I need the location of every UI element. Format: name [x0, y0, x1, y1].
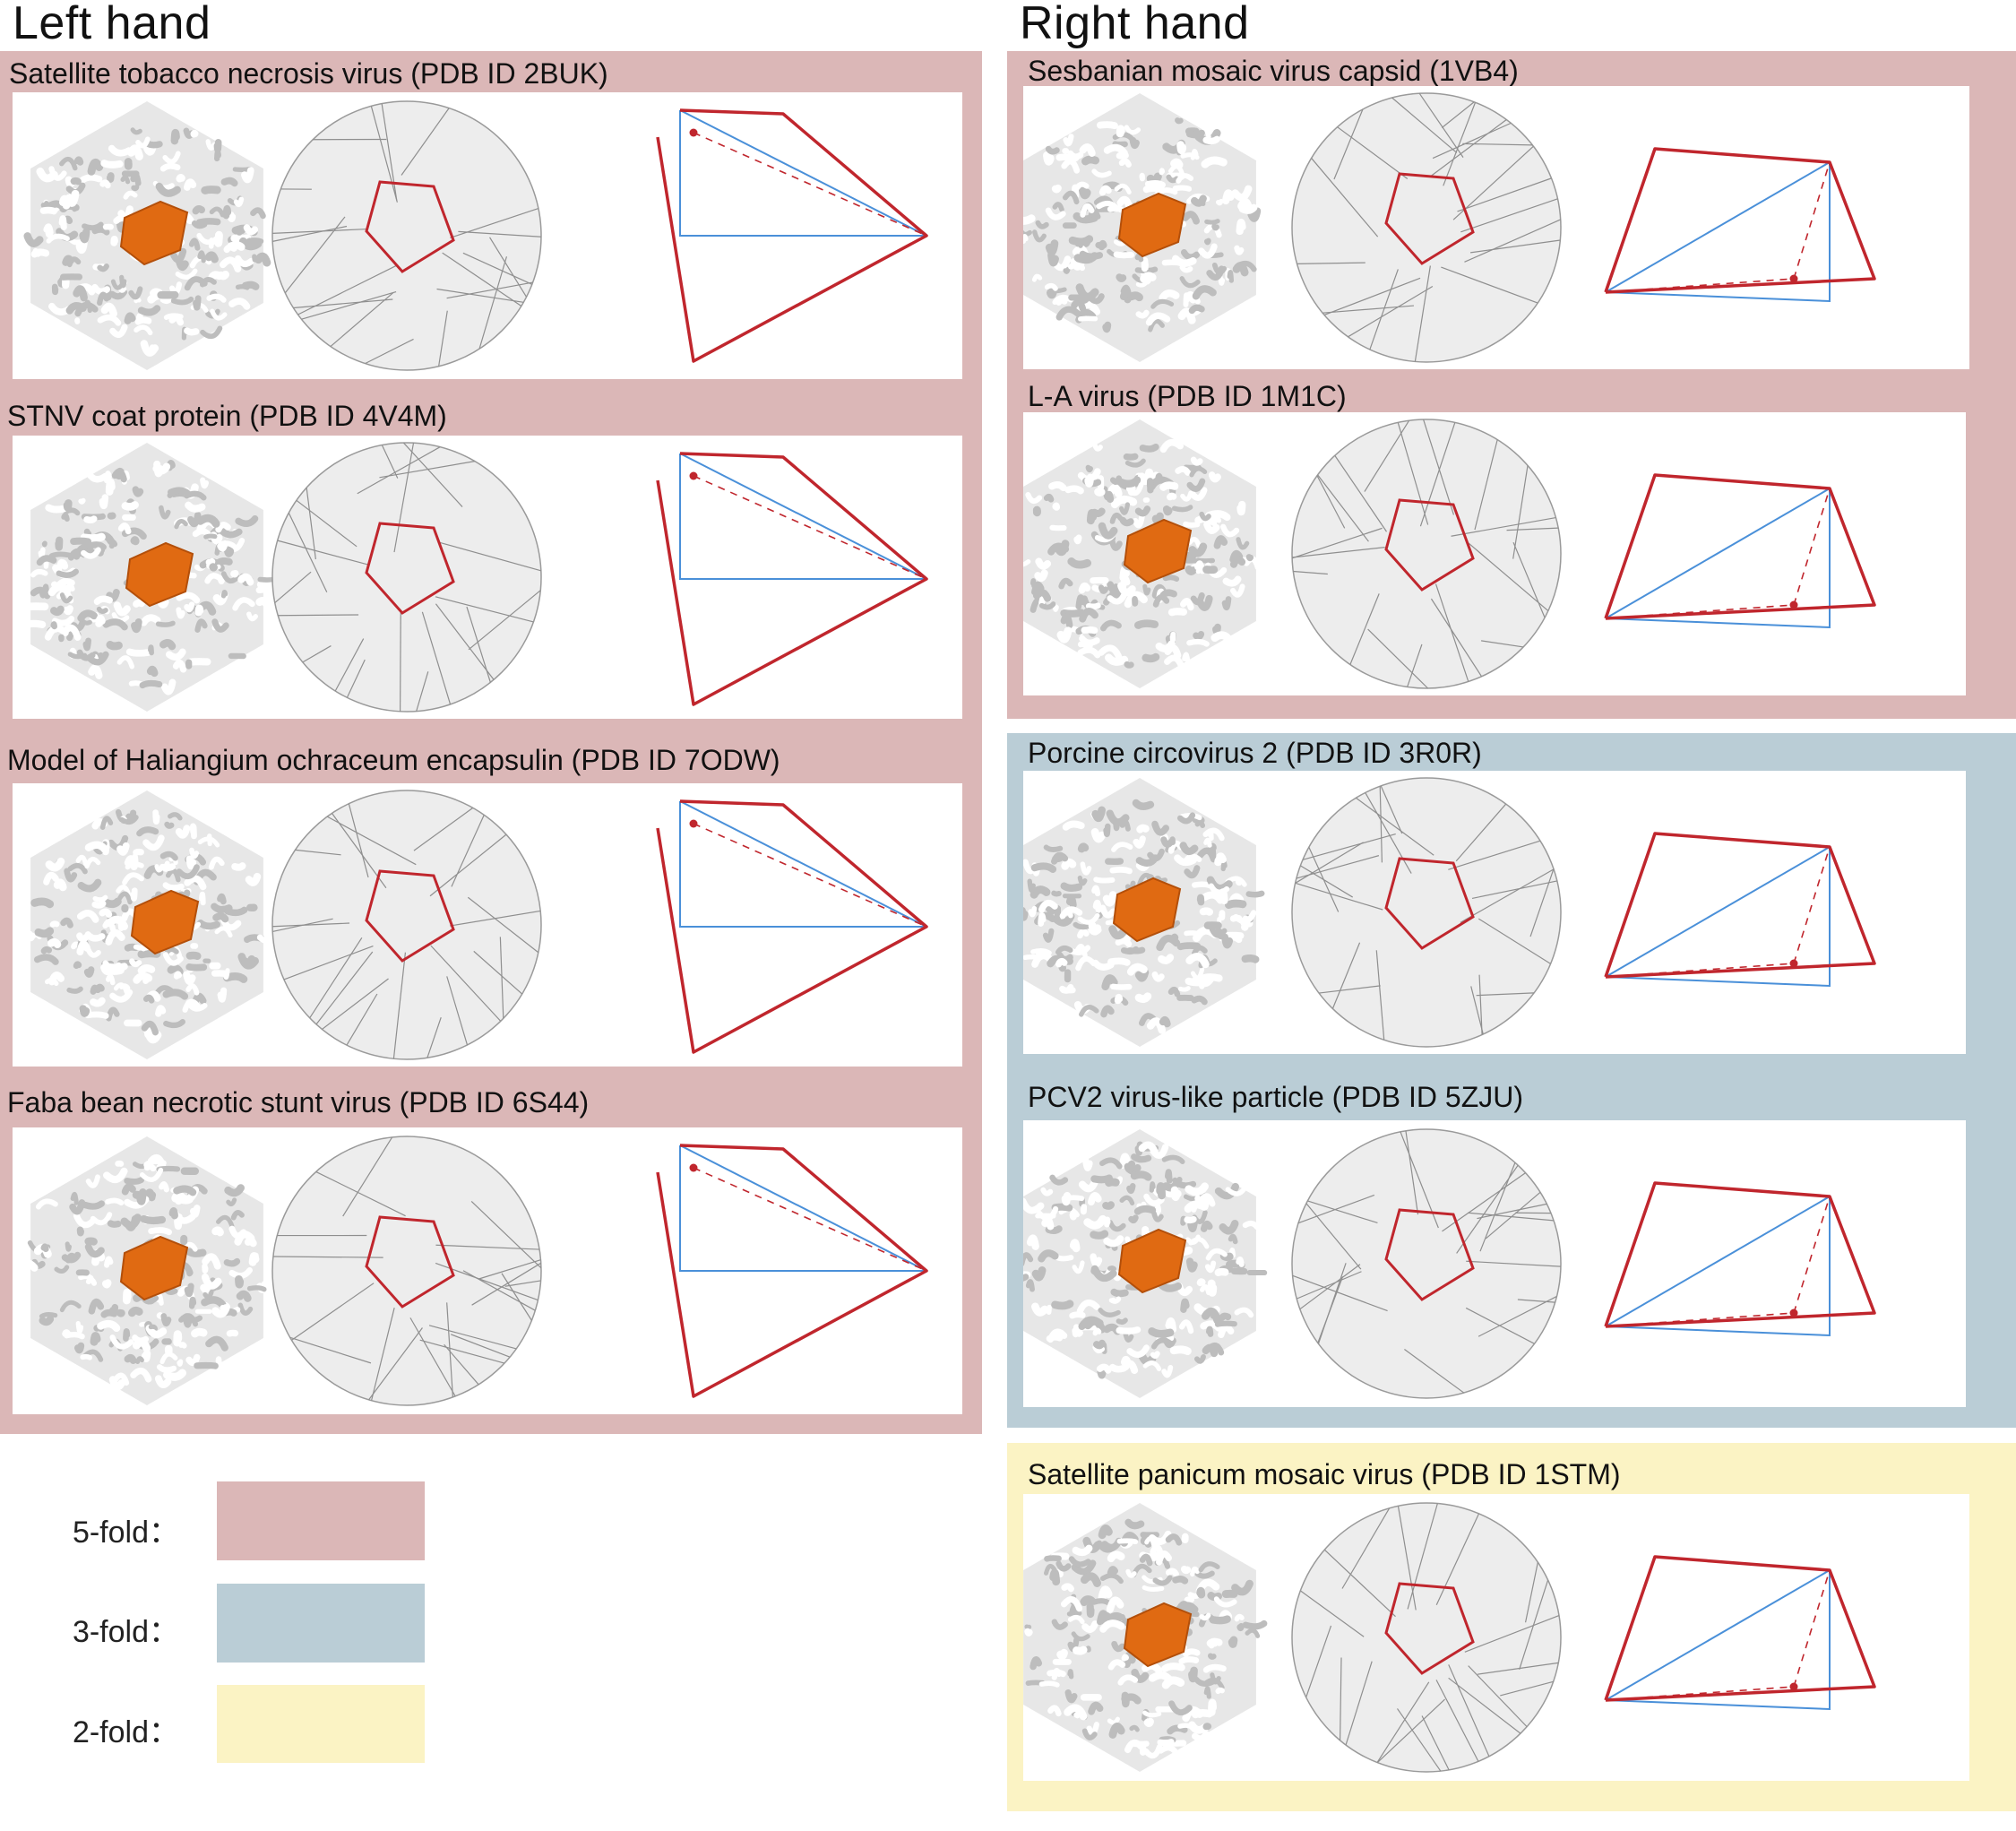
capsid-model	[23, 101, 271, 370]
polyhedral-schematic	[1604, 832, 1876, 988]
tiled-sphere	[271, 1136, 542, 1406]
capsid-model	[1023, 1503, 1268, 1772]
figure-panel	[13, 1127, 962, 1414]
tiled-sphere	[271, 100, 542, 371]
tiled-sphere	[271, 790, 542, 1060]
figure-panel	[13, 92, 962, 379]
legend-label-3fold: 3-fold：	[72, 1615, 179, 1649]
capsid-model	[1023, 93, 1262, 362]
polyhedral-schematic	[656, 452, 928, 706]
polyhedral-schematic	[1604, 147, 1876, 303]
left-hand-heading: Left hand	[13, 0, 211, 49]
tiled-sphere	[1291, 1502, 1562, 1773]
polyhedral-schematic	[1604, 1555, 1876, 1711]
figure-panel	[1023, 1494, 1969, 1781]
card-title: Sesbanian mosaic virus capsid (1VB4)	[1028, 55, 1519, 87]
legend-label-2fold: 2-fold：	[72, 1715, 179, 1749]
polyhedral-schematic	[1604, 473, 1876, 629]
card-title: Porcine circovirus 2 (PDB ID 3R0R)	[1028, 737, 1482, 769]
card-title: L-A virus (PDB ID 1M1C)	[1028, 380, 1347, 412]
right-hand-heading: Right hand	[1020, 0, 1250, 49]
capsid-model	[1023, 778, 1265, 1047]
figure-panel	[1023, 86, 1969, 369]
card-title: Satellite panicum mosaic virus (PDB ID 1…	[1028, 1458, 1621, 1490]
figure-panel	[13, 783, 962, 1067]
tiled-sphere	[1291, 419, 1562, 689]
card-title: STNV coat protein (PDB ID 4V4M)	[7, 400, 447, 432]
card-title: Model of Haliangium ochraceum encapsulin…	[7, 744, 780, 776]
capsid-model	[26, 790, 277, 1059]
capsid-model	[21, 443, 280, 712]
polyhedral-schematic	[656, 1144, 928, 1398]
capsid-model	[14, 1136, 270, 1405]
capsid-model	[1023, 419, 1262, 688]
legend-swatch-2fold	[217, 1685, 425, 1763]
tiled-sphere	[271, 442, 542, 713]
legend-swatch-5fold	[217, 1481, 425, 1560]
polyhedral-schematic	[1604, 1181, 1876, 1337]
tiled-sphere	[1291, 777, 1562, 1048]
figure-panel	[1023, 412, 1966, 695]
polyhedral-schematic	[656, 799, 928, 1054]
legend-swatch-3fold	[217, 1584, 425, 1663]
card-title: Faba bean necrotic stunt virus (PDB ID 6…	[7, 1086, 590, 1118]
card-title: PCV2 virus-like particle (PDB ID 5ZJU)	[1028, 1081, 1523, 1113]
figure-panel	[1023, 1120, 1966, 1407]
capsid-model	[1023, 1129, 1268, 1398]
figure-panel	[1023, 771, 1966, 1054]
legend-label-5fold: 5-fold：	[72, 1516, 179, 1550]
tiled-sphere	[1291, 1128, 1562, 1399]
tiled-sphere	[1291, 92, 1562, 363]
polyhedral-schematic	[656, 108, 928, 363]
card-title: Satellite tobacco necrosis virus (PDB ID…	[9, 57, 608, 90]
figure-panel	[13, 436, 962, 719]
